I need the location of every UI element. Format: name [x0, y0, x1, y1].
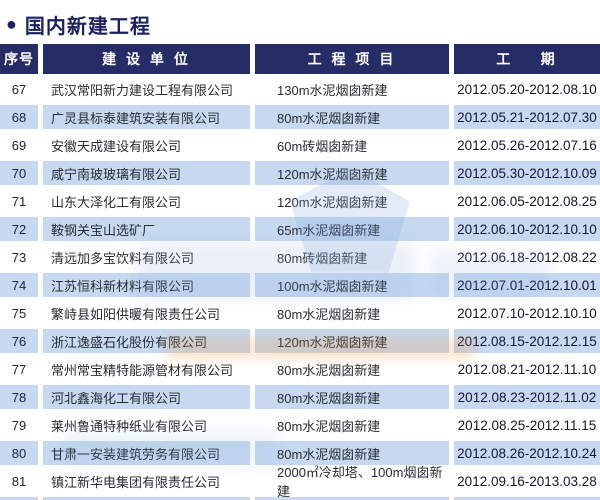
cell-no: 75 [11, 305, 27, 321]
page-title-text: 国内新建工程 [24, 15, 151, 38]
cell-no: 68 [0, 105, 38, 129]
table-row: 74 江苏恒科新材料有限公司 100m水泥烟囱新建 2012.07.01-2012.1… [0, 273, 600, 297]
table-row: 73 清远加多宝饮料有限公司 80m砖烟囱新建 2012.06.18-2012.08.… [0, 245, 600, 269]
table-row: 72 鞍钢关宝山选矿厂 65m水泥烟囱新建 2012.06.10-2012.10.10 [0, 217, 600, 241]
cell-project: 80m水泥烟囱新建 [277, 362, 381, 378]
table-row: 76 浙江逸盛石化股份有限公司 120m水泥烟囱新建 2012.08.15-2012.… [0, 329, 600, 353]
cell-no: 70 [0, 161, 38, 185]
cell-company: 咸宁南玻玻璃有限公司 [43, 161, 250, 185]
table-row: 67 武汉常阳新力建设工程有限公司 130m水泥烟囱新建 2012.05.20-201… [0, 77, 600, 101]
cell-period: 2012.08.15-2012.12.15 [454, 329, 600, 353]
table-row: 79 莱州鲁通特种纸业有限公司 80m水泥烟囱新建 2012.08.25-2012.1… [0, 413, 600, 437]
cell-project: 65m水泥烟囱新建 [255, 217, 449, 241]
cell-no: 81 [11, 473, 27, 489]
table-row: 69 安徽天成建设有限公司 60m砖烟囱新建 2012.05.26-2012.07.1… [0, 133, 600, 157]
table-row: 70 咸宁南玻玻璃有限公司 120m水泥烟囱新建 2012.05.30-2012.10… [0, 161, 600, 185]
cell-project: 80m水泥烟囱新建 [255, 385, 449, 409]
cell-company: 安徽天成建设有限公司 [51, 138, 182, 154]
table-row: 77 常州常宝精特能源管材有限公司 80m水泥烟囱新建 2012.08.21-2012… [0, 357, 600, 381]
cell-period: 2012.08.21-2012.11.10 [457, 361, 597, 377]
bullet-icon: ● [6, 14, 17, 34]
table-row: 75 繁峙县如阳供暖有限责任公司 80m水泥烟囱新建 2012.07.10-2012.… [0, 301, 600, 325]
column-header-project: 工 程 项 目 [255, 44, 449, 74]
cell-company: 河北鑫海化工有限公司 [43, 385, 250, 409]
table-row: 80 甘肃一安装建筑劳务有限公司 80m水泥烟囱新建 2012.08.26-2012.… [0, 441, 600, 465]
cell-period: 2012.08.26-2012.10.24 [454, 441, 600, 465]
cell-period: 2012.09.16-2013.03.28 [457, 473, 597, 489]
cell-project: 60m砖烟囱新建 [277, 138, 368, 154]
cell-period: 2012.05.21-2012.07.30 [454, 105, 600, 129]
cell-company: 山东大泽化工有限公司 [51, 194, 182, 210]
cell-company: 繁峙县如阳供暖有限责任公司 [51, 306, 221, 322]
cell-company: 江苏恒科新材料有限公司 [43, 273, 250, 297]
cell-period [454, 497, 600, 500]
column-header-period: 工 期 [454, 44, 600, 74]
cell-no: 67 [11, 81, 27, 97]
cell-project: 80m水泥烟囱新建 [255, 105, 449, 129]
cell-project: 120m水泥烟囱新建 [255, 161, 449, 185]
cell-company: 浙江逸盛石化股份有限公司 [43, 329, 250, 353]
cell-project: 130m水泥烟囱新建 [277, 82, 388, 98]
table-row: 78 河北鑫海化工有限公司 80m水泥烟囱新建 2012.08.23-2012.11.… [0, 385, 600, 409]
cell-project: 120m水泥烟囱新建 [277, 194, 388, 210]
cell-no: 73 [11, 249, 27, 265]
cell-project: 120m水泥烟囱新建 [255, 329, 449, 353]
table-row: 81 镇江新华电集团有限责任公司 2000㎡冷却塔、100m烟囱新建 2012.09.… [0, 465, 600, 499]
cell-no: 71 [11, 193, 27, 209]
cell-period: 2012.06.18-2012.08.22 [457, 249, 597, 265]
cell-project: 80m砖烟囱新建 [277, 250, 368, 266]
cell-no [0, 497, 38, 500]
cell-no: 79 [11, 417, 27, 433]
cell-company: 常州常宝精特能源管材有限公司 [51, 362, 234, 378]
cell-no: 76 [0, 329, 38, 353]
cell-company: 清远加多宝饮料有限公司 [51, 250, 195, 266]
table-row: 68 广灵县标泰建筑安装有限公司 80m水泥烟囱新建 2012.05.21-2012.… [0, 105, 600, 129]
cell-project: 80m水泥烟囱新建 [277, 418, 381, 434]
cell-company: 鞍钢关宝山选矿厂 [43, 217, 250, 241]
cell-no: 69 [11, 137, 27, 153]
cell-period: 2012.05.30-2012.10.09 [454, 161, 600, 185]
cell-no: 80 [0, 441, 38, 465]
cell-period: 2012.07.01-2012.10.01 [454, 273, 600, 297]
cell-period: 2012.08.25-2012.11.15 [457, 417, 597, 433]
column-header-no: 序号 [0, 44, 38, 74]
page-title: ● 国内新建工程 [0, 0, 600, 38]
cell-period: 2012.05.20-2012.08.10 [457, 81, 597, 97]
cell-no: 74 [0, 273, 38, 297]
cell-period: 2012.05.26-2012.07.16 [457, 137, 597, 153]
cell-company: 莱州鲁通特种纸业有限公司 [51, 418, 208, 434]
table-body: 67 武汉常阳新力建设工程有限公司 130m水泥烟囱新建 2012.05.20-201… [0, 77, 600, 500]
cell-project: 100m水泥烟囱新建 [255, 273, 449, 297]
cell-project: 2000㎡冷却塔、100m烟囱新建 [277, 465, 443, 499]
cell-no: 78 [0, 385, 38, 409]
cell-no: 72 [0, 217, 38, 241]
column-header-company: 建 设 单 位 [43, 44, 250, 74]
cell-company: 甘肃一安装建筑劳务有限公司 [43, 441, 250, 465]
table-header-row: 序号建 设 单 位工 程 项 目工 期 [0, 44, 600, 74]
cell-company: 广灵县标泰建筑安装有限公司 [43, 105, 250, 129]
cell-project: 80m水泥烟囱新建 [255, 441, 449, 465]
cell-project [255, 497, 449, 500]
cell-period: 2012.06.10-2012.10.10 [454, 217, 600, 241]
table-row: 71 山东大泽化工有限公司 120m水泥烟囱新建 2012.06.05-2012.08… [0, 189, 600, 213]
cell-period: 2012.07.10-2012.10.10 [457, 305, 597, 321]
cell-period: 2012.06.05-2012.08.25 [457, 193, 597, 209]
cell-no: 77 [11, 361, 27, 377]
cell-company: 武汉常阳新力建设工程有限公司 [51, 82, 234, 98]
cell-period: 2012.08.23-2012.11.02 [454, 385, 600, 409]
projects-table: 序号建 设 单 位工 程 项 目工 期 67 武汉常阳新力建设工程有限公司 130m… [0, 44, 600, 500]
cell-company: 镇江新华电集团有限责任公司 [51, 474, 221, 490]
table-row-partial [0, 497, 600, 500]
cell-company [43, 497, 250, 500]
cell-project: 80m水泥烟囱新建 [277, 306, 381, 322]
